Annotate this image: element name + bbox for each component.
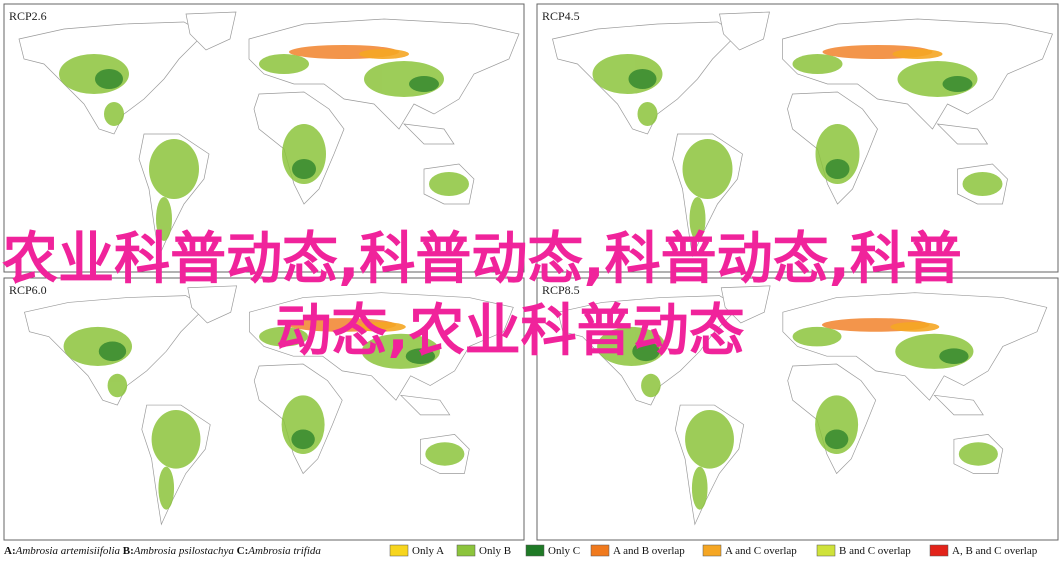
legend-swatch [816,544,836,557]
panel-label: RCP6.0 [9,283,47,297]
panel-label: RCP4.5 [542,9,580,23]
species-name: Ambrosia artemisiifolia [15,545,121,557]
legend-label: A and C overlap [725,545,797,557]
legend-label: Only A [412,545,444,557]
legend-label: A and B overlap [613,545,685,557]
overlay-title: 农业科普动态,科普动态,科普动态,科普 [2,227,962,292]
legend-swatch [702,544,722,557]
map-panel [3,277,525,541]
panel-label: RCP2.6 [9,9,47,23]
map-panel [3,3,525,273]
species-key: B: [123,545,134,557]
legend-swatch [389,544,409,557]
species-key: C: [237,545,249,557]
map-panel [536,277,1059,541]
legend-swatch [929,544,949,557]
legend-label: Only B [479,545,511,557]
legend-swatch [525,544,545,557]
species-name: Ambrosia trifida [247,545,321,557]
legend-label: A, B and C overlap [952,545,1038,557]
species-key: A: [4,545,16,557]
legend-label: Only C [548,545,580,557]
overlay-title: 动态,农业科普动态 [275,299,744,364]
legend-swatch [456,544,476,557]
legend-swatch [590,544,610,557]
panel-label: RCP8.5 [542,283,580,297]
species-legend: A:Ambrosia artemisiifolia B:Ambrosia psi… [4,545,321,557]
species-name: Ambrosia psilostachya [133,545,235,557]
legend-label: B and C overlap [839,545,911,557]
map-panel [536,3,1059,273]
